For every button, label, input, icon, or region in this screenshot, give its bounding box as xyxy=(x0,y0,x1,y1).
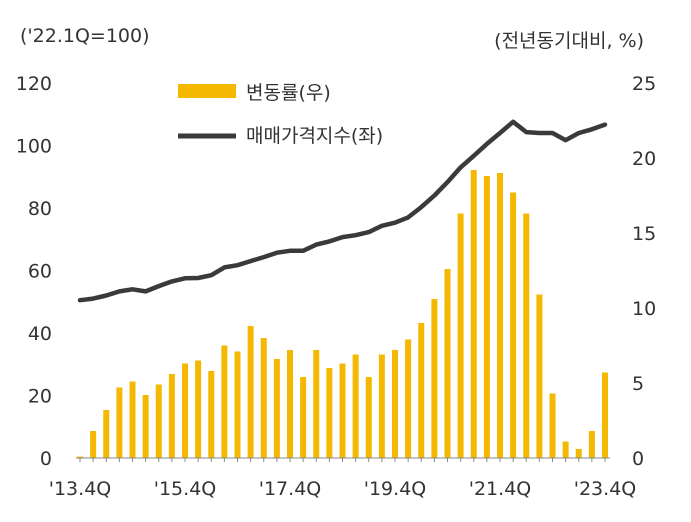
bar xyxy=(378,354,385,458)
left-tick-label: 100 xyxy=(16,136,52,158)
x-tick-label: '13.4Q xyxy=(49,478,111,500)
left-tick-label: 40 xyxy=(28,323,52,345)
bar xyxy=(129,381,136,458)
bar xyxy=(221,345,228,458)
bar xyxy=(234,351,241,458)
bar xyxy=(90,431,97,458)
right-tick-label: 5 xyxy=(632,373,644,395)
bar xyxy=(116,387,123,458)
right-tick-label: 10 xyxy=(632,298,656,320)
bar xyxy=(523,213,530,458)
bar xyxy=(313,350,320,458)
x-tick-label: '19.4Q xyxy=(364,478,426,500)
bar xyxy=(352,354,359,458)
bar xyxy=(444,269,451,458)
x-tick-label: '17.4Q xyxy=(259,478,321,500)
x-axis-ticks: '13.4Q '15.4Q '17.4Q '19.4Q '21.4Q '23.4Q xyxy=(49,458,636,500)
bar xyxy=(405,339,412,458)
bar xyxy=(260,338,267,458)
bar xyxy=(483,176,490,458)
legend: 변동률(우) 매매가격지수(좌) xyxy=(178,82,383,147)
bar xyxy=(602,372,608,458)
left-tick-label: 0 xyxy=(40,448,52,470)
bar xyxy=(195,360,202,458)
x-tick-label: '15.4Q xyxy=(154,478,216,500)
bar xyxy=(536,294,543,458)
bar xyxy=(418,323,425,458)
bars-series xyxy=(77,170,608,458)
left-axis-ticks: 0 20 40 60 80 100 120 xyxy=(16,73,52,470)
left-tick-label: 120 xyxy=(16,73,52,95)
legend-line-label: 매매가격지수(좌) xyxy=(246,125,383,147)
bar xyxy=(326,368,333,458)
left-tick-label: 20 xyxy=(28,386,52,408)
bar xyxy=(457,213,464,458)
bar xyxy=(510,192,517,458)
bar xyxy=(155,384,162,458)
bar xyxy=(103,410,110,458)
bar xyxy=(549,393,556,458)
right-tick-label: 15 xyxy=(632,223,656,245)
left-tick-label: 60 xyxy=(28,261,52,283)
right-tick-label: 0 xyxy=(632,448,644,470)
index-line xyxy=(77,119,608,303)
left-tick-label: 80 xyxy=(28,198,52,220)
bar xyxy=(562,441,569,458)
right-tick-label: 25 xyxy=(632,73,656,95)
legend-bar-label: 변동률(우) xyxy=(246,82,331,104)
bar xyxy=(182,363,188,458)
right-tick-label: 20 xyxy=(632,148,656,170)
bar xyxy=(588,431,595,458)
bar xyxy=(247,326,254,458)
x-tick-label: '21.4Q xyxy=(469,478,531,500)
bar xyxy=(168,374,175,458)
left-axis-unit-label: ('22.1Q=100) xyxy=(20,25,150,47)
bar xyxy=(339,363,346,458)
bar xyxy=(392,350,398,458)
bar xyxy=(300,377,307,458)
bar xyxy=(365,377,372,458)
bar xyxy=(497,173,503,458)
bar xyxy=(208,371,215,458)
bar xyxy=(431,299,438,458)
bar xyxy=(273,359,280,458)
bar xyxy=(77,456,83,458)
bar xyxy=(142,395,149,458)
x-tick-label: '23.4Q xyxy=(574,478,636,500)
bar xyxy=(575,449,582,458)
bar xyxy=(470,170,477,458)
legend-bar-swatch xyxy=(178,84,236,98)
right-axis-unit-label: (전년동기대비, %) xyxy=(494,30,644,52)
bar xyxy=(287,350,293,458)
right-axis-ticks: 0 5 10 15 20 25 xyxy=(632,73,656,470)
